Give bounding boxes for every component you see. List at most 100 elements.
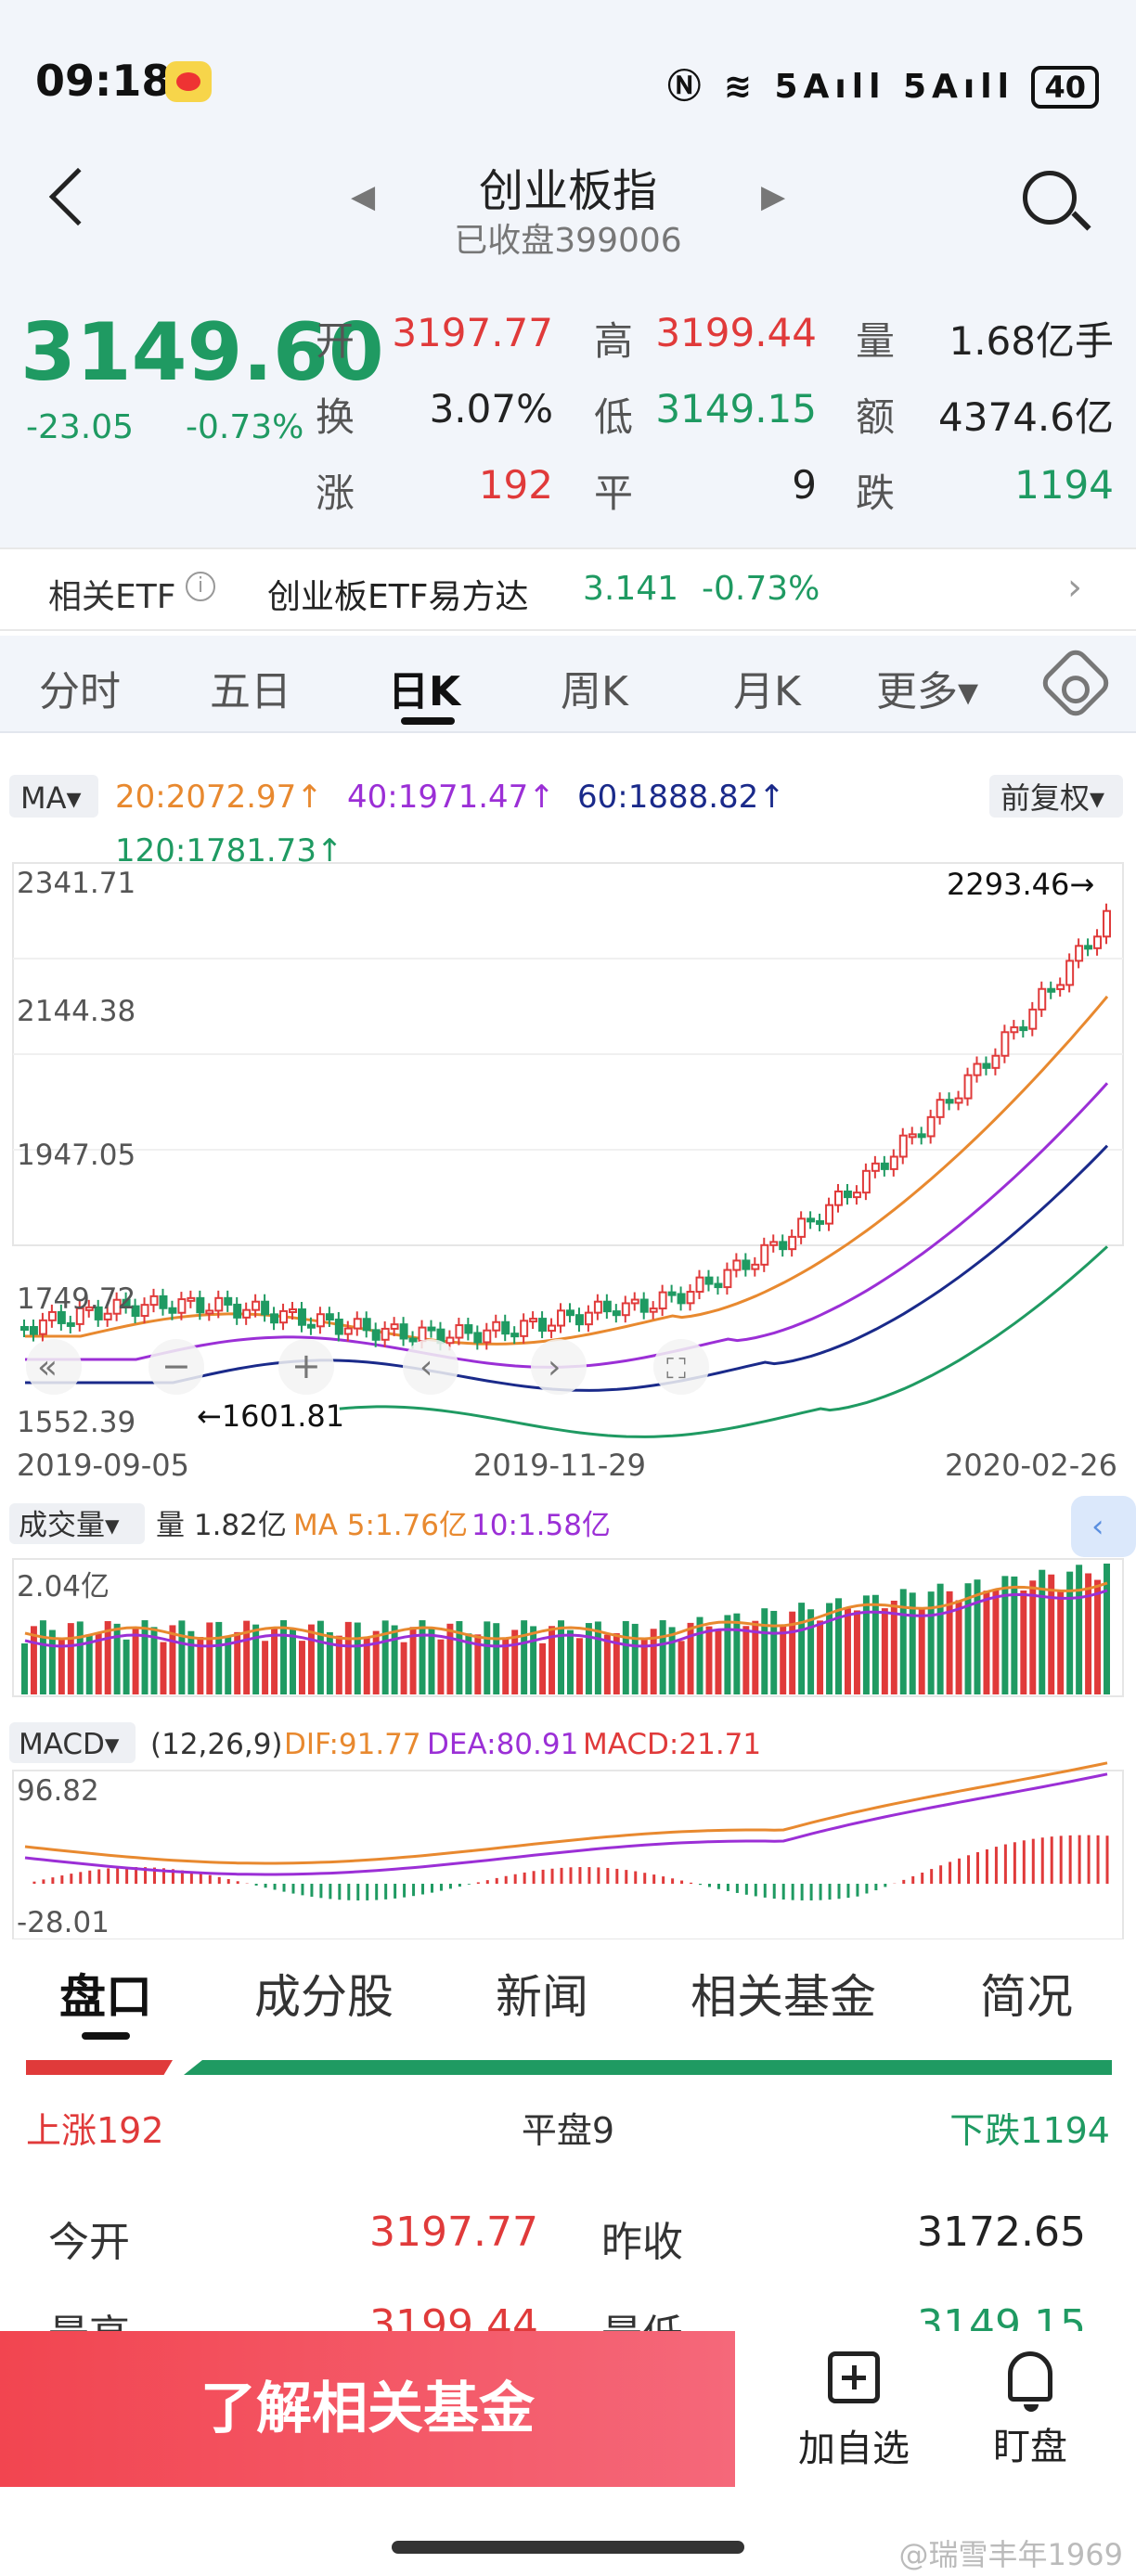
volume-bar-109: [1029, 1580, 1037, 1694]
tab-profile[interactable]: 简况: [980, 1970, 1073, 2024]
volume-bar-91: [862, 1595, 870, 1694]
kline-chart[interactable]: MA▾ 20:2072.97↑ 40:1971.47↑ 60:1888.82↑ …: [0, 733, 1136, 1944]
page-subtitle: 已收盘399006: [454, 222, 682, 260]
volume-bar-3: [48, 1629, 56, 1694]
scroll-left-icon[interactable]: [403, 1339, 458, 1395]
etf-change-pct: -0.73%: [702, 570, 820, 608]
learn-related-funds-button[interactable]: 了解相关基金: [0, 2331, 735, 2487]
volume-bar-19: [197, 1637, 204, 1694]
info-icon[interactable]: i: [186, 572, 215, 601]
candle-65: [621, 1302, 630, 1317]
macd-dif-line: [24, 1761, 1108, 1865]
candle-7: [84, 1306, 94, 1311]
candle-58: [557, 1309, 565, 1327]
volume-bar-32: [316, 1620, 324, 1694]
zoom-out-icon[interactable]: [148, 1339, 204, 1395]
volume-button[interactable]: 成交量▾: [19, 1509, 120, 1542]
prev-stock-icon[interactable]: ◀: [351, 178, 376, 215]
macd-dea-line: [24, 1772, 1108, 1876]
volume-bar-73: [696, 1616, 704, 1694]
volume-bar-59: [567, 1629, 574, 1694]
macd-button-bg[interactable]: [9, 1722, 136, 1763]
candle-101: [954, 1097, 963, 1104]
volume-bar-48: [465, 1633, 472, 1694]
candle-56: [538, 1318, 548, 1333]
scroll-right-icon[interactable]: [531, 1339, 587, 1395]
volume-bar-12: [132, 1629, 139, 1694]
fullscreen-icon[interactable]: [653, 1339, 709, 1395]
candle-8: [94, 1306, 103, 1320]
y-tick-2: 1947.05: [17, 1139, 136, 1172]
candle-46: [445, 1336, 455, 1345]
up-value: 192: [478, 462, 553, 508]
tab-more[interactable]: 更多▾: [876, 668, 979, 715]
ma-button[interactable]: MA▾: [20, 780, 82, 816]
macd-button[interactable]: MACD▾: [19, 1728, 120, 1761]
tab-intraday[interactable]: 分时: [39, 668, 121, 715]
related-etf-row[interactable]: 相关ETF i 创业板ETF易方达 3.141 -0.73% ›: [0, 547, 1136, 631]
high-marker: 2293.46→: [947, 867, 1094, 902]
breadth-down: 下跌1194: [949, 2110, 1110, 2151]
tab-daily-k[interactable]: 日K: [388, 668, 461, 715]
signal-icon-1: 5A: [774, 68, 835, 106]
volume-bar-103: [974, 1579, 981, 1694]
candle-116: [1093, 935, 1103, 949]
volume-bar-49: [474, 1634, 482, 1694]
candle-25: [252, 1300, 261, 1311]
volume-bar-17: [178, 1620, 186, 1694]
tab-monthly-k[interactable]: 月K: [733, 668, 801, 715]
watch-market-label: 盯盘: [993, 2426, 1067, 2468]
settings-icon[interactable]: [1037, 644, 1115, 722]
up-label: 涨: [316, 470, 355, 516]
volume-bar-43: [419, 1620, 426, 1694]
volume-bar-8: [95, 1633, 102, 1694]
tab-related-funds[interactable]: 相关基金: [691, 1970, 876, 2024]
y-tick-4: 1552.39: [17, 1406, 136, 1439]
add-to-watchlist-button[interactable]: 加自选: [789, 2351, 919, 2472]
candle-5: [66, 1321, 75, 1327]
chevron-left-icon: ‹: [1091, 1508, 1104, 1545]
candle-21: [214, 1296, 224, 1312]
candle-113: [1065, 960, 1075, 986]
volume-bar-4: [58, 1638, 65, 1694]
candle-6: [75, 1307, 84, 1325]
tab-constituents[interactable]: 成分股: [254, 1970, 394, 2024]
collapse-panel-button[interactable]: [1071, 1496, 1136, 1557]
weibo-app-icon: [165, 61, 212, 102]
watch-market-button[interactable]: 盯盘: [965, 2351, 1095, 2470]
volume-bar-10: [113, 1623, 121, 1694]
next-stock-icon[interactable]: ▶: [761, 178, 786, 215]
candle-32: [316, 1313, 325, 1328]
volume-current: 量 1.82亿: [156, 1509, 287, 1542]
adjust-button-bg[interactable]: [989, 775, 1123, 818]
volume-bars: [21, 1563, 1110, 1694]
home-indicator[interactable]: [392, 2541, 744, 2554]
candle-20: [205, 1309, 214, 1315]
volume-button-bg[interactable]: [9, 1503, 145, 1544]
search-icon[interactable]: [1023, 171, 1077, 225]
volume-ma-lines: [24, 1581, 1108, 1648]
candle-78: [742, 1259, 751, 1270]
price-change-pct: -0.73%: [186, 408, 304, 446]
adjust-button[interactable]: 前复权▾: [1000, 780, 1104, 816]
volume-bar-100: [946, 1591, 953, 1694]
ma-button-bg[interactable]: [9, 775, 98, 818]
volume-bar-6: [76, 1621, 84, 1694]
chart-period-tabs: 分时 五日 日K 周K 月K 更多▾: [0, 636, 1136, 733]
tab-news[interactable]: 新闻: [496, 1970, 588, 2024]
turnover-value: 3.07%: [429, 386, 553, 431]
candle-103: [973, 1063, 982, 1076]
tab-order-book[interactable]: 盘口: [59, 1970, 152, 2024]
candle-18: [187, 1296, 196, 1302]
candle-26: [261, 1300, 270, 1316]
zoom-in-icon[interactable]: [278, 1339, 334, 1395]
volume-bar-82: [780, 1626, 787, 1694]
rewind-icon[interactable]: [26, 1339, 82, 1395]
breadth-flat: 平盘9: [521, 2110, 615, 2151]
bell-icon: [1008, 2351, 1052, 2412]
candle-27: [270, 1313, 279, 1324]
candle-81: [769, 1241, 779, 1246]
tab-five-day[interactable]: 五日: [210, 668, 291, 715]
candle-63: [602, 1300, 612, 1313]
tab-weekly-k[interactable]: 周K: [561, 668, 628, 715]
